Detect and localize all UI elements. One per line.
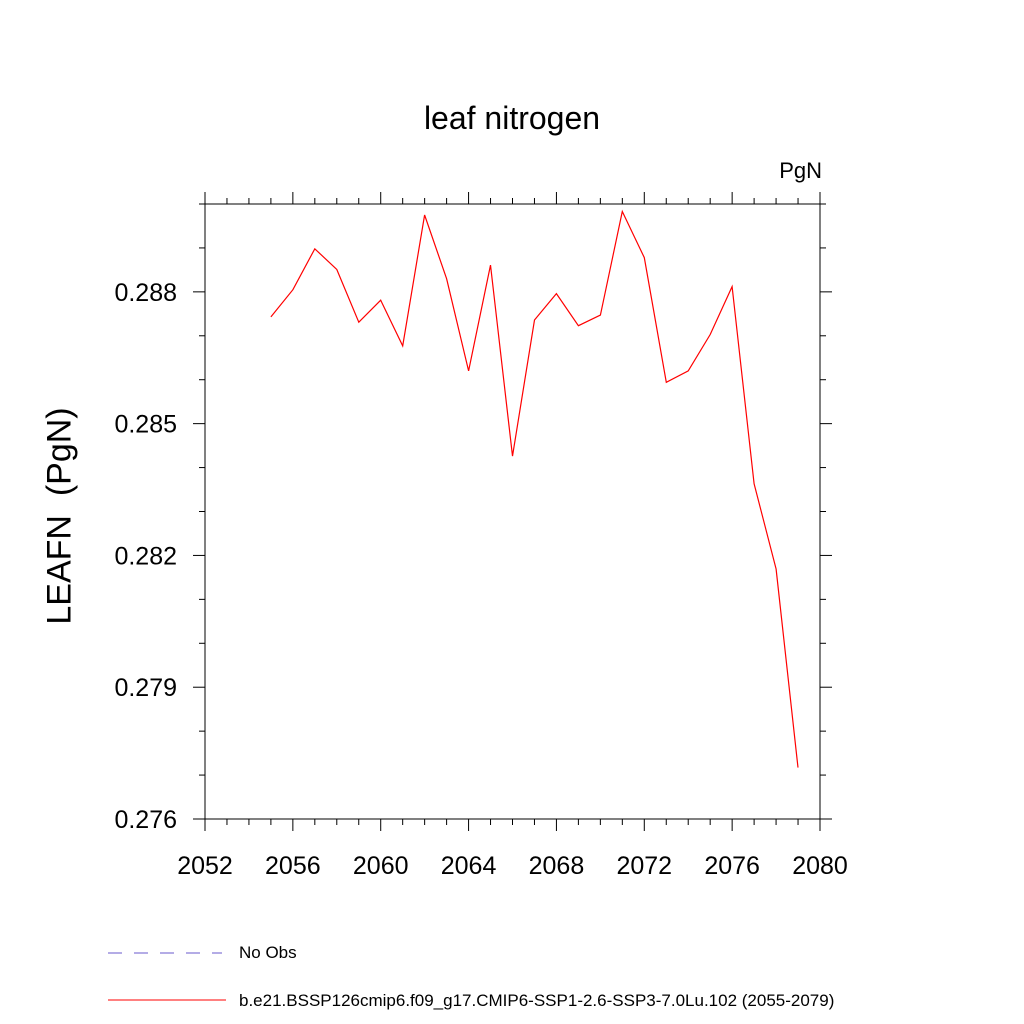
x-tick-label: 2072 xyxy=(616,852,672,880)
x-tick-label: 2052 xyxy=(177,852,233,880)
y-tick-label: 0.285 xyxy=(114,411,177,439)
x-tick-label: 2068 xyxy=(529,852,585,880)
x-tick-label: 2056 xyxy=(265,852,321,880)
legend-entry-no-obs: No Obs xyxy=(239,943,297,962)
x-tick-label: 2080 xyxy=(792,852,848,880)
x-tick-label: 2060 xyxy=(353,852,409,880)
y-axis-label: LEAFN (PgN) xyxy=(40,407,79,625)
series-layer xyxy=(270,209,799,768)
chart-title: leaf nitrogen xyxy=(423,100,601,136)
series-line-0 xyxy=(270,209,799,768)
y-axis: 0.276 0.279 0.282 0.285 0.288 xyxy=(114,203,832,834)
y-tick-label: 0.282 xyxy=(114,542,177,570)
units-label: PgN xyxy=(779,158,822,183)
x-tick-label: 2076 xyxy=(704,852,760,880)
x-tick-label: 2064 xyxy=(441,852,497,880)
y-tick-label: 0.276 xyxy=(114,806,177,834)
x-axis: 2052 2056 2060 2064 2068 2072 2076 2080 xyxy=(177,192,848,880)
legend-entry-model-run: b.e21.BSSP126cmip6.f09_g17.CMIP6-SSP1-2.… xyxy=(239,991,835,1010)
y-tick-label: 0.288 xyxy=(114,279,177,307)
y-tick-label: 0.279 xyxy=(114,674,177,702)
legend-lines xyxy=(108,952,226,1001)
